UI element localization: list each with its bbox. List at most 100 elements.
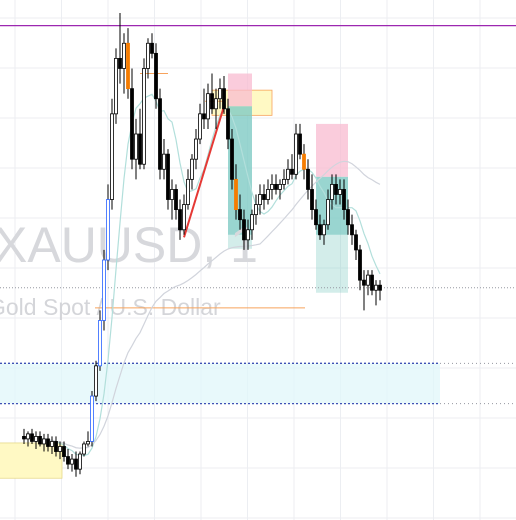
candle	[46, 433, 50, 452]
candle	[178, 199, 182, 240]
candle-body	[114, 58, 118, 115]
candle-body	[302, 153, 306, 170]
candle-body	[226, 108, 230, 140]
candle-body	[134, 133, 138, 160]
candle	[182, 194, 186, 235]
candle-body	[98, 320, 102, 367]
candle	[342, 179, 346, 220]
candle	[42, 433, 46, 452]
candle-body	[70, 458, 74, 465]
candle	[374, 280, 378, 306]
candle-body	[130, 88, 134, 160]
candle-body	[374, 284, 378, 291]
description-watermark: Gold Spot / U.S. Dollar	[0, 294, 221, 320]
candle	[246, 219, 250, 250]
position-target-extension	[228, 234, 252, 249]
candle-body	[238, 209, 242, 221]
candle	[206, 83, 210, 129]
candle	[230, 128, 234, 190]
candle	[222, 76, 226, 114]
candle	[306, 159, 310, 200]
candle	[278, 179, 282, 200]
candle-body	[86, 441, 90, 445]
candle	[266, 179, 270, 205]
candle-body	[270, 183, 274, 190]
candle	[338, 179, 342, 205]
candle	[214, 88, 218, 129]
candle-body	[90, 395, 94, 442]
candle-body	[154, 52, 158, 100]
candle-body	[230, 138, 234, 180]
candle	[234, 164, 238, 220]
candle-body	[326, 199, 330, 226]
candle-body	[314, 209, 318, 226]
candle	[22, 428, 26, 444]
candle-body	[146, 42, 150, 69]
candle	[186, 169, 190, 210]
watermark: XAUUSD, 1 Gold Spot / U.S. Dollar	[0, 217, 258, 320]
candle	[350, 214, 354, 245]
candle	[82, 441, 86, 457]
candle	[150, 33, 154, 59]
candle-body	[58, 446, 62, 452]
candle-body	[278, 183, 282, 190]
candle	[218, 78, 222, 109]
candle-body	[162, 153, 166, 170]
support-zone	[0, 363, 440, 404]
candle-body	[338, 189, 342, 195]
candle	[134, 118, 138, 180]
candle-body	[350, 224, 354, 236]
candle	[370, 270, 374, 296]
candle-body	[318, 224, 322, 236]
candle-body	[354, 234, 358, 251]
candle-body	[206, 93, 210, 120]
candle	[38, 431, 42, 447]
candle-body	[194, 138, 198, 160]
candle	[122, 33, 126, 94]
candle	[298, 123, 302, 160]
candle	[58, 441, 62, 460]
candle	[126, 28, 130, 99]
candle-body	[138, 133, 142, 165]
position-stop-zone	[228, 73, 252, 107]
candle	[362, 270, 366, 311]
candle	[194, 128, 198, 170]
candle	[86, 431, 90, 447]
candle	[326, 189, 330, 230]
candle-body	[54, 441, 58, 452]
candle-body	[150, 42, 154, 54]
candle-body	[46, 438, 50, 447]
candle	[210, 73, 214, 114]
symbol-watermark: XAUUSD, 1	[0, 217, 258, 273]
candle-body	[74, 458, 78, 470]
position-stop-zone	[316, 123, 348, 177]
candle	[110, 98, 114, 210]
candle	[106, 184, 110, 271]
position-target-zone-extended	[316, 234, 348, 293]
candle-body	[30, 433, 34, 442]
candle-body	[334, 183, 338, 195]
candle	[286, 159, 290, 185]
candle	[378, 280, 382, 301]
candle	[322, 219, 326, 245]
candle-body	[366, 274, 370, 286]
candle	[158, 88, 162, 180]
candle	[54, 436, 58, 457]
candle-body	[34, 435, 38, 442]
candle	[190, 154, 194, 190]
candle-body	[218, 88, 222, 100]
candle-body	[378, 284, 382, 291]
candle-body	[346, 209, 350, 226]
candle-body	[78, 453, 82, 470]
candle-body	[198, 113, 202, 140]
candle	[66, 449, 70, 470]
candle	[270, 174, 274, 200]
candle-body	[22, 435, 26, 440]
candle	[26, 431, 30, 447]
candle	[334, 174, 338, 205]
candle-body	[258, 194, 262, 205]
candle	[138, 108, 142, 170]
candle-body	[126, 42, 130, 90]
candle-body	[370, 274, 374, 291]
